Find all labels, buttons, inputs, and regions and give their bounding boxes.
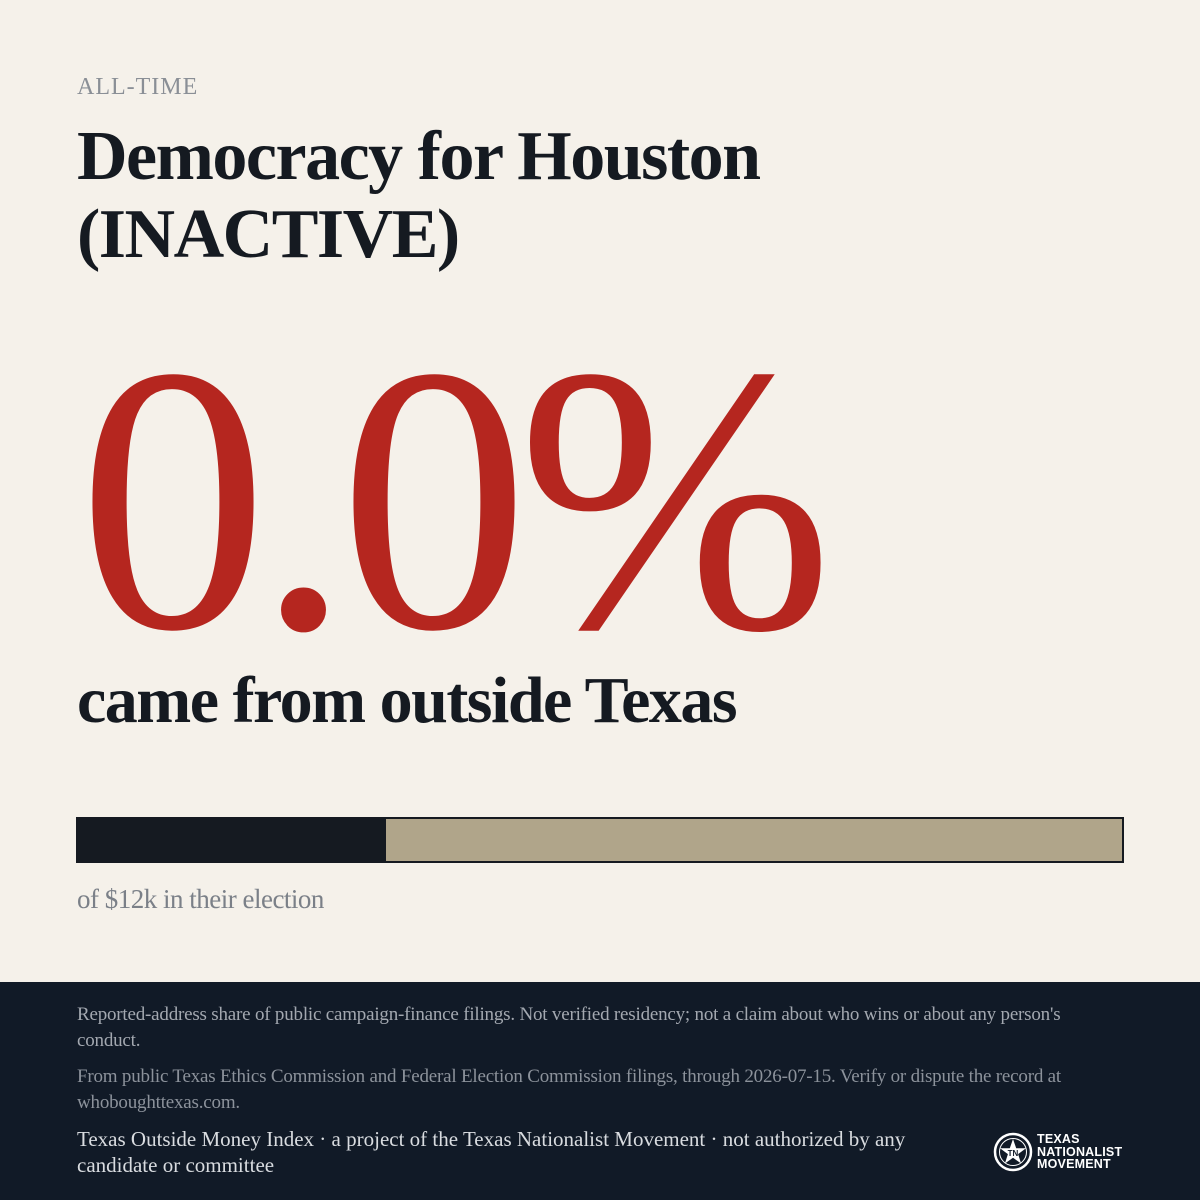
timeframe-label: ALL-TIME bbox=[77, 74, 199, 100]
share-progress-bar bbox=[76, 817, 1124, 863]
outside-share-caption: came from outside Texas bbox=[77, 664, 738, 737]
disclaimer-text: Reported-address share of public campaig… bbox=[77, 1004, 1061, 1051]
source-text: From public Texas Ethics Commission and … bbox=[77, 1066, 1061, 1113]
credit-text: Texas Outside Money Index · a project of… bbox=[77, 1127, 906, 1177]
logo-line-2: NATIONALIST bbox=[1037, 1144, 1123, 1159]
star-seal-icon: TN bbox=[993, 1132, 1033, 1172]
committee-title: Democracy for Houston (INACTIVE) bbox=[77, 118, 761, 273]
svg-text:TN: TN bbox=[1008, 1149, 1019, 1158]
outside-share-value: 0.0% bbox=[78, 289, 834, 710]
logo-line-1: TEXAS bbox=[1037, 1132, 1080, 1147]
tnm-logo: TN TEXAS NATIONALIST MOVEMENT bbox=[993, 1131, 1122, 1173]
logo-wordmark: TEXAS NATIONALIST MOVEMENT bbox=[1037, 1133, 1122, 1171]
logo-line-3: MOVEMENT bbox=[1037, 1157, 1111, 1172]
total-raised-caption: of $12k in their election bbox=[77, 884, 324, 914]
main-panel: ALL-TIME Democracy for Houston (INACTIVE… bbox=[76, 74, 1124, 914]
footer: Reported-address share of public campaig… bbox=[0, 982, 1200, 1200]
share-progress-fill bbox=[78, 819, 386, 861]
